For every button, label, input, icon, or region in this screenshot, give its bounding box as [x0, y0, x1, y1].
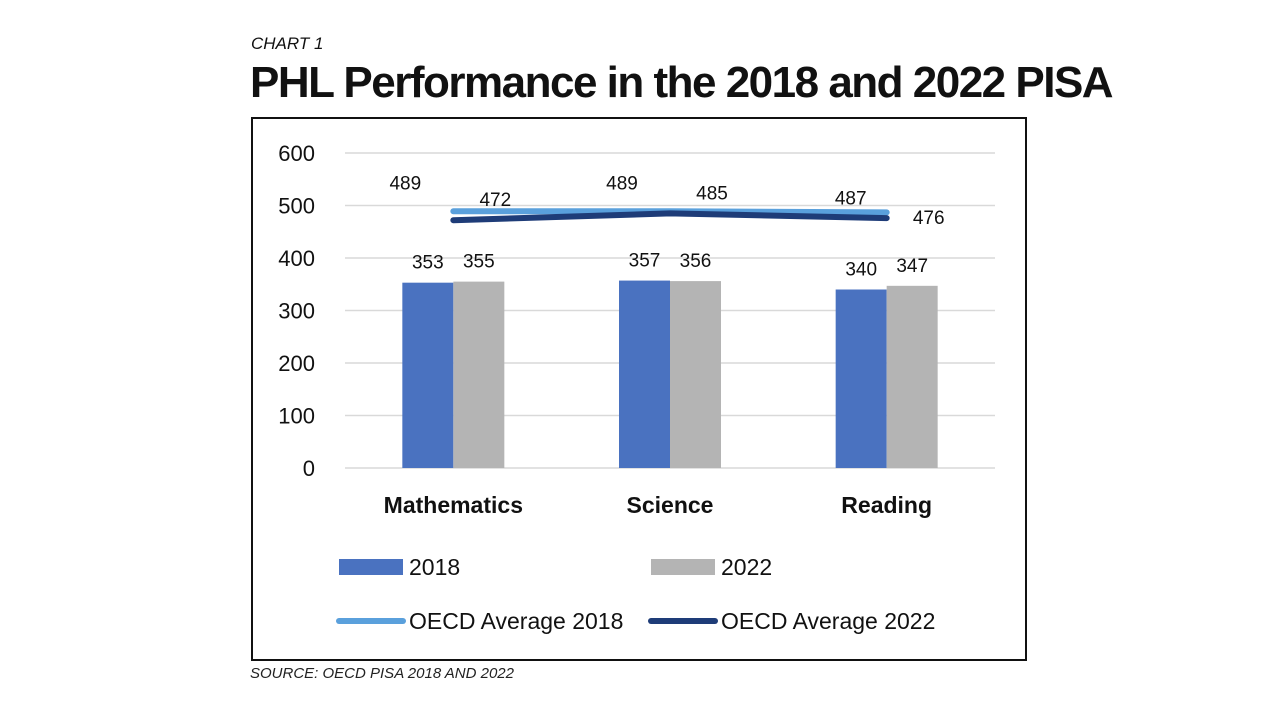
- legend-label: OECD Average 2018: [409, 608, 623, 634]
- line-value-label: 472: [479, 190, 511, 211]
- legend-label: 2018: [409, 554, 460, 580]
- x-tick-label: Mathematics: [384, 492, 523, 518]
- source-note: SOURCE: OECD PISA 2018 AND 2022: [250, 665, 514, 682]
- y-tick-label: 600: [278, 141, 315, 166]
- bar-2018: [402, 282, 454, 468]
- bar-2022: [886, 285, 938, 468]
- legend-swatch: [339, 559, 403, 575]
- pisa-chart: 0 100 200 300 400 500 600 353 355 Mathematics 357 3…: [278, 141, 995, 634]
- bar-2022: [670, 281, 721, 468]
- bar-value-label: 357: [629, 251, 661, 272]
- line-oecd-average-2022: [450, 210, 890, 224]
- bar-value-label: 340: [845, 260, 877, 281]
- y-tick-label: 500: [278, 194, 315, 219]
- bar-2022: [453, 281, 505, 468]
- legend-swatch: [651, 559, 715, 575]
- chart-kicker: CHART 1: [251, 34, 324, 53]
- y-tick-label: 400: [278, 246, 315, 271]
- line-value-label: 489: [606, 173, 638, 194]
- bar-value-label: 353: [412, 253, 444, 274]
- y-tick-label: 0: [303, 456, 315, 481]
- legend-label: OECD Average 2022: [721, 608, 935, 634]
- x-tick-label: Reading: [841, 492, 932, 518]
- line-value-label: 487: [835, 188, 867, 209]
- line-value-label: 485: [696, 183, 728, 204]
- bar-2018: [619, 280, 670, 468]
- x-tick-label: Science: [627, 492, 714, 518]
- y-tick-label: 200: [278, 351, 315, 376]
- bar-value-label: 347: [896, 256, 928, 277]
- y-tick-label: 100: [278, 404, 315, 429]
- y-tick-label: 300: [278, 299, 315, 324]
- bar-value-label: 356: [680, 251, 712, 272]
- line-value-label: 476: [913, 208, 945, 229]
- bar-2018: [835, 289, 887, 468]
- bar-value-label: 355: [463, 252, 495, 273]
- chart-frame: 0 100 200 300 400 500 600 353 355 Mathematics 357 3…: [251, 117, 1027, 661]
- line-value-label: 489: [389, 173, 421, 194]
- legend-label: 2022: [721, 554, 772, 580]
- chart-title: PHL Performance in the 2018 and 2022 PIS…: [250, 58, 1114, 107]
